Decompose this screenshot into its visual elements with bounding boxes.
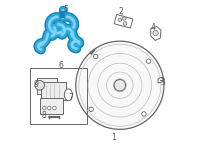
Circle shape	[48, 106, 51, 110]
Polygon shape	[114, 15, 133, 28]
Circle shape	[118, 18, 122, 22]
Circle shape	[146, 59, 151, 63]
Text: 4: 4	[150, 23, 155, 32]
Bar	[30, 68, 87, 124]
Circle shape	[76, 41, 164, 129]
Ellipse shape	[64, 89, 72, 101]
Polygon shape	[37, 78, 57, 94]
Polygon shape	[151, 26, 161, 40]
Text: 5: 5	[63, 5, 68, 14]
Polygon shape	[41, 82, 66, 100]
Polygon shape	[40, 98, 63, 114]
Circle shape	[89, 107, 93, 112]
Text: 8: 8	[41, 111, 46, 120]
Circle shape	[122, 17, 126, 20]
Text: 9: 9	[34, 80, 38, 89]
Circle shape	[153, 30, 158, 36]
Text: 7: 7	[68, 93, 73, 102]
Text: 1: 1	[112, 133, 116, 142]
Circle shape	[94, 54, 98, 59]
Text: 6: 6	[59, 61, 63, 70]
Text: 2: 2	[119, 6, 124, 16]
Circle shape	[142, 112, 146, 116]
Circle shape	[123, 22, 127, 25]
Circle shape	[53, 106, 56, 110]
Text: 3: 3	[160, 78, 165, 87]
Circle shape	[37, 83, 42, 88]
Polygon shape	[158, 77, 163, 83]
Circle shape	[42, 106, 46, 110]
Circle shape	[114, 80, 126, 91]
Circle shape	[35, 81, 44, 90]
